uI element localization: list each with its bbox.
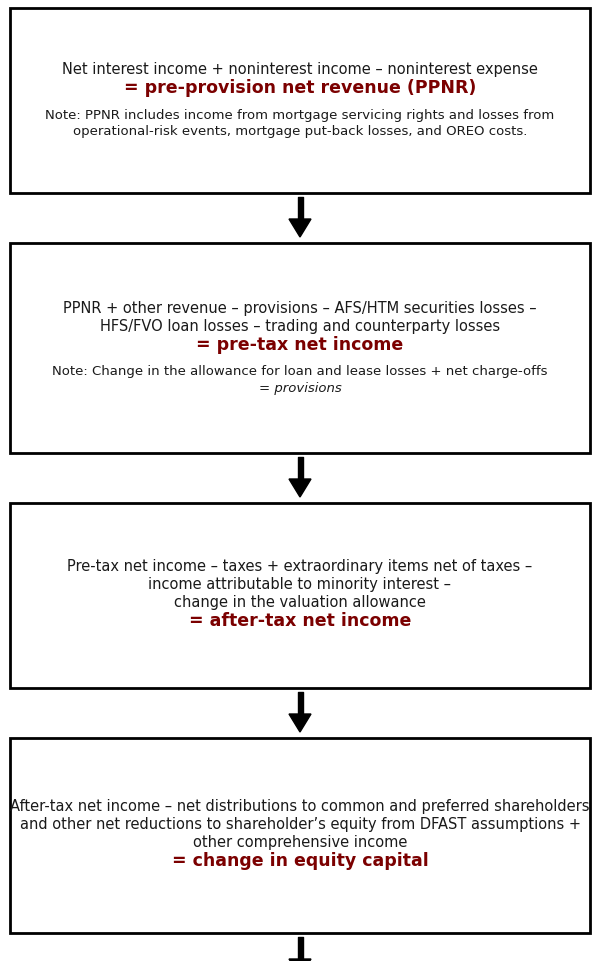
Bar xyxy=(10,503,590,688)
Text: = change in equity capital: = change in equity capital xyxy=(172,852,428,871)
Text: = after-tax net income: = after-tax net income xyxy=(189,612,411,630)
Text: Net interest income + noninterest income – noninterest expense: Net interest income + noninterest income… xyxy=(62,62,538,77)
Bar xyxy=(10,8,590,193)
Bar xyxy=(10,243,590,453)
Text: Pre-tax net income – taxes + extraordinary items net of taxes –: Pre-tax net income – taxes + extraordina… xyxy=(67,559,533,574)
Text: Note: PPNR includes income from mortgage servicing rights and losses from: Note: PPNR includes income from mortgage… xyxy=(46,109,554,121)
Polygon shape xyxy=(289,959,311,961)
Bar xyxy=(10,738,590,933)
Text: change in the valuation allowance: change in the valuation allowance xyxy=(174,595,426,610)
Text: After-tax net income – net distributions to common and preferred shareholders: After-tax net income – net distributions… xyxy=(10,799,590,814)
Polygon shape xyxy=(289,714,311,732)
Polygon shape xyxy=(289,479,311,497)
Text: other comprehensive income: other comprehensive income xyxy=(193,835,407,850)
Text: Note: Change in the allowance for loan and lease losses + net charge-offs: Note: Change in the allowance for loan a… xyxy=(52,365,548,378)
Text: income attributable to minority interest –: income attributable to minority interest… xyxy=(149,577,452,592)
Text: and other net reductions to shareholder’s equity from DFAST assumptions +: and other net reductions to shareholder’… xyxy=(19,817,581,832)
Text: = provisions: = provisions xyxy=(259,382,341,395)
Text: = pre-tax net income: = pre-tax net income xyxy=(196,336,404,354)
Text: = pre-provision net revenue (PPNR): = pre-provision net revenue (PPNR) xyxy=(124,80,476,97)
Text: PPNR + other revenue – provisions – AFS/HTM securities losses –: PPNR + other revenue – provisions – AFS/… xyxy=(63,301,537,315)
Text: operational-risk events, mortgage put-back losses, and OREO costs.: operational-risk events, mortgage put-ba… xyxy=(73,126,527,138)
Text: HFS/FVO loan losses – trading and counterparty losses: HFS/FVO loan losses – trading and counte… xyxy=(100,318,500,333)
Polygon shape xyxy=(289,219,311,237)
